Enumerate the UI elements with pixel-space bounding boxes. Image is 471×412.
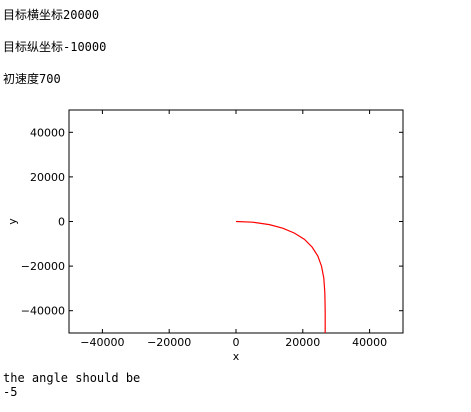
x-axis-label: x bbox=[233, 350, 240, 363]
x-tick-label: 40000 bbox=[352, 336, 387, 349]
y-tick-label: −40000 bbox=[21, 305, 65, 318]
x-tick-label: −40000 bbox=[80, 336, 124, 349]
y-tick-label: 40000 bbox=[30, 126, 65, 139]
result-value-text: -5 bbox=[3, 385, 17, 399]
x-tick-label: −20000 bbox=[147, 336, 191, 349]
y-tick-label: 20000 bbox=[30, 171, 65, 184]
trajectory-series-line bbox=[236, 222, 325, 334]
y-tick-label: −20000 bbox=[21, 260, 65, 273]
x-tick-label: 20000 bbox=[285, 336, 320, 349]
result-label-text: the angle should be bbox=[3, 371, 140, 385]
x-tick-label: 0 bbox=[233, 336, 240, 349]
y-axis-label: y bbox=[6, 218, 19, 225]
y-tick-label: 0 bbox=[58, 216, 65, 229]
